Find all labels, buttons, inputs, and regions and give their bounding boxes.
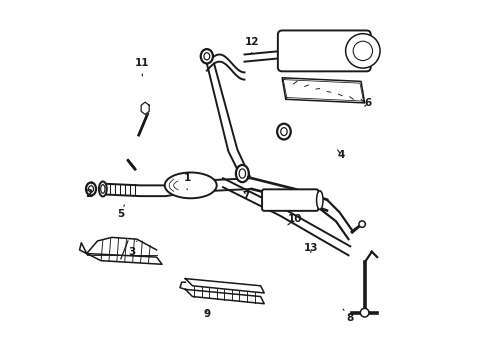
- Circle shape: [358, 221, 365, 227]
- Text: 3: 3: [128, 241, 137, 257]
- Text: 9: 9: [203, 310, 210, 319]
- Ellipse shape: [316, 191, 323, 210]
- Polygon shape: [86, 253, 162, 264]
- Ellipse shape: [277, 124, 290, 139]
- Text: 13: 13: [303, 243, 317, 253]
- Polygon shape: [185, 289, 264, 304]
- Ellipse shape: [86, 183, 96, 195]
- Circle shape: [360, 309, 368, 317]
- Ellipse shape: [164, 172, 216, 198]
- Ellipse shape: [235, 165, 248, 182]
- Ellipse shape: [99, 181, 106, 197]
- Text: 11: 11: [135, 58, 149, 76]
- Polygon shape: [86, 237, 162, 264]
- Polygon shape: [141, 102, 149, 114]
- Polygon shape: [282, 78, 364, 103]
- FancyBboxPatch shape: [277, 31, 370, 71]
- Text: 10: 10: [287, 215, 301, 225]
- Text: 8: 8: [343, 309, 353, 323]
- Text: 6: 6: [364, 98, 371, 108]
- Text: 5: 5: [117, 205, 124, 219]
- Circle shape: [345, 34, 379, 68]
- Text: 7: 7: [242, 191, 249, 201]
- Text: 4: 4: [337, 150, 345, 160]
- Polygon shape: [185, 279, 264, 304]
- Text: 1: 1: [183, 173, 190, 190]
- Ellipse shape: [201, 49, 212, 63]
- FancyBboxPatch shape: [262, 189, 318, 211]
- Text: 12: 12: [244, 37, 258, 53]
- Text: 2: 2: [85, 182, 92, 199]
